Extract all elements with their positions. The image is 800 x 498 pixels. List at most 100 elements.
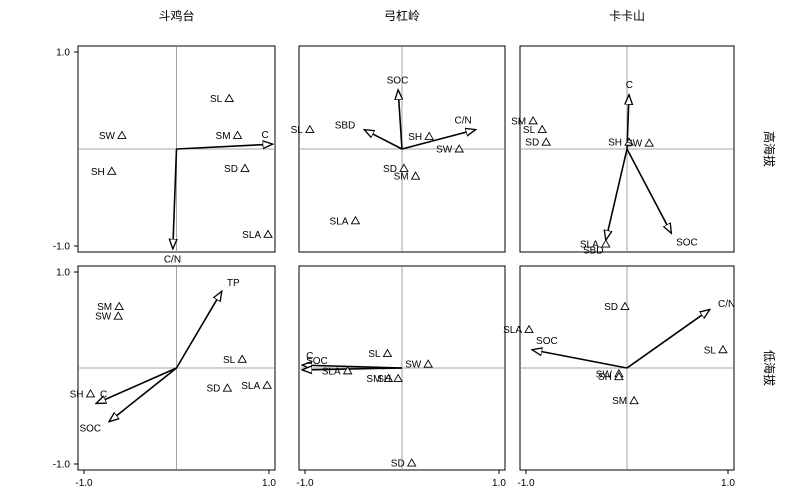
point-label: SD [525, 138, 539, 149]
point-marker [305, 124, 315, 134]
vector-label: C [100, 390, 107, 401]
vector-label: C [626, 80, 633, 91]
point-marker [601, 239, 611, 248]
point-label: SH [70, 389, 84, 400]
point-label: SLA [242, 230, 261, 241]
x-tick-label: -1.0 [296, 478, 314, 489]
point-label: SW [95, 312, 112, 323]
point-label: SL [291, 125, 304, 136]
vector-label: TP [227, 278, 240, 289]
point-label: SM [216, 131, 231, 142]
point-marker [644, 138, 654, 147]
x-tick-label: 1.0 [721, 478, 735, 489]
vector-arrow [626, 148, 671, 233]
vector-arrow [176, 144, 273, 150]
vector-label: SOC [387, 75, 409, 86]
vector-arrow [173, 148, 177, 249]
point-marker [85, 389, 96, 398]
x-tick-label: -1.0 [517, 478, 535, 489]
point-marker [113, 311, 124, 320]
point-label: SD [604, 302, 618, 313]
vector-arrow [606, 148, 628, 240]
point-marker [423, 359, 433, 368]
vector-arrow [109, 367, 177, 422]
vector-arrow [626, 309, 710, 369]
y-tick-label: 1.0 [56, 48, 70, 59]
point-marker [524, 324, 534, 334]
point-label: SM [97, 302, 112, 313]
vector-label: SOC [306, 356, 328, 367]
vector-label: SOC [676, 238, 698, 249]
vector-arrow [398, 90, 402, 150]
vector-arrow [302, 368, 403, 370]
vector-arrow [532, 350, 628, 369]
point-marker [399, 163, 409, 172]
vector-arrow [401, 130, 476, 150]
point-marker [224, 93, 235, 103]
point-label: SLA [322, 366, 341, 377]
point-label: SLA [241, 381, 260, 392]
point-marker [383, 373, 394, 383]
point-marker [262, 380, 272, 389]
vector-arrow [364, 130, 403, 150]
point-marker [232, 130, 243, 139]
point-marker [410, 171, 421, 180]
point-marker [718, 344, 728, 354]
vector-label: C/N [718, 299, 735, 310]
point-label: SL [210, 94, 223, 105]
point-label: SL [523, 125, 536, 136]
point-marker [350, 215, 361, 225]
point-label: SH [408, 132, 422, 143]
point-label: SW [99, 131, 116, 142]
panel: 1.0 -1.0 C C/N SL SW SM SH SD SLA [53, 45, 276, 265]
x-tick-label: -1.0 [75, 478, 93, 489]
point-marker [263, 229, 273, 238]
point-label: SH [91, 167, 105, 178]
vector-label: C/N [454, 116, 471, 127]
point-label: SM [394, 172, 409, 183]
point-label: SLA [503, 325, 522, 336]
point-marker [342, 365, 353, 375]
point-label: SW [626, 139, 643, 150]
point-label: SD [383, 164, 397, 175]
point-marker [222, 383, 233, 392]
vector-label: SBD [583, 245, 604, 256]
vector-label: C/N [164, 254, 181, 265]
point-marker [424, 131, 434, 140]
point-marker [620, 301, 630, 311]
vector-label: C [261, 130, 268, 141]
point-marker [240, 163, 250, 172]
point-label: SLA [580, 240, 599, 251]
point-marker [114, 301, 124, 311]
point-label: SH [608, 138, 622, 149]
point-marker [614, 371, 624, 381]
y-tick-label: 1.0 [56, 268, 70, 279]
point-label: SD [206, 384, 220, 395]
x-tick-label: 1.0 [262, 478, 276, 489]
vector-arrow [175, 291, 222, 369]
point-label: SH [377, 374, 391, 385]
point-label: SW [436, 145, 453, 156]
point-label: SM [612, 396, 627, 407]
point-label: SM [511, 116, 526, 127]
point-label: SL [223, 355, 236, 366]
point-label: SW [596, 369, 613, 380]
vector-label: SOC [79, 423, 101, 434]
point-marker [537, 124, 547, 134]
point-label: SD [391, 459, 405, 470]
column-title: 弓杠岭 [384, 8, 420, 23]
point-marker [237, 354, 247, 363]
point-marker [406, 458, 417, 467]
point-marker [382, 348, 393, 358]
point-label: SL [368, 349, 381, 360]
row-label: 高海拔 [762, 131, 777, 167]
vector-label: SOC [536, 336, 558, 347]
vector-label: SBD [335, 121, 356, 132]
y-tick-label: -1.0 [53, 242, 71, 253]
point-marker [393, 373, 403, 383]
point-label: SM [366, 374, 381, 385]
